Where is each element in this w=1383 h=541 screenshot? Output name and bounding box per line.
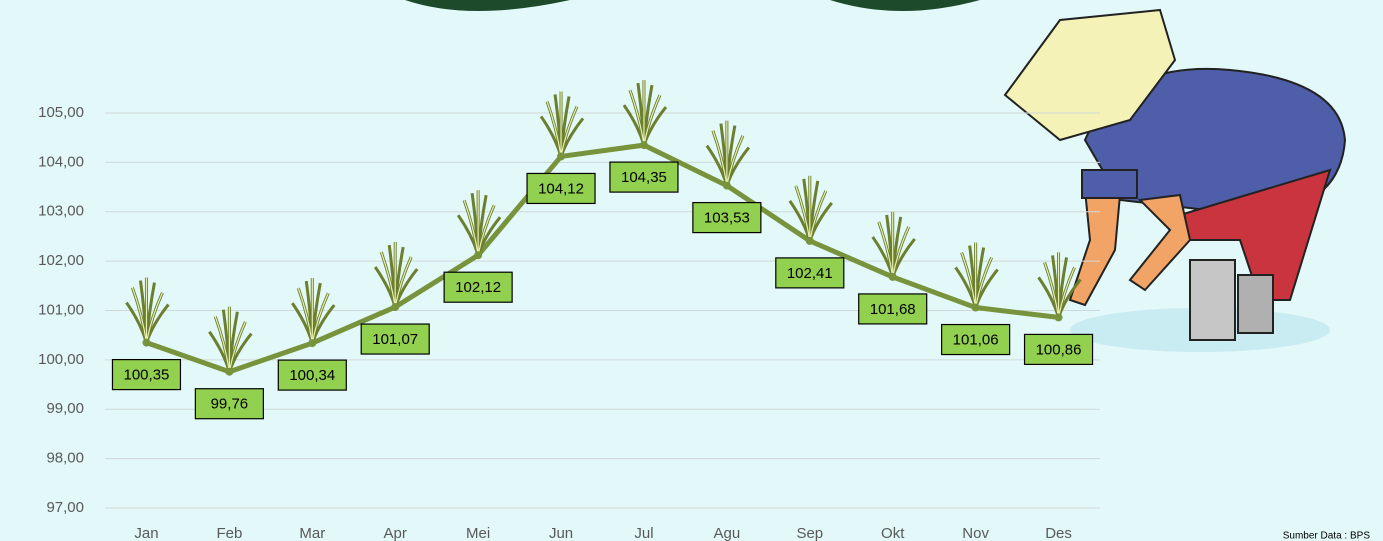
data-label: 100,34 (289, 367, 335, 384)
x-tick-label: Okt (881, 525, 905, 541)
rice-leaf (145, 292, 164, 343)
rice-leaf (961, 252, 977, 308)
data-point (225, 367, 234, 376)
rice-leaf (712, 130, 728, 186)
data-label: 100,86 (1036, 341, 1082, 358)
data-point (1054, 313, 1063, 322)
rice-leaf (214, 316, 230, 372)
data-label: 103,53 (704, 210, 750, 227)
farmer-illustration (1003, 8, 1347, 352)
data-point (805, 236, 814, 245)
rice-leaf (228, 321, 246, 372)
rice-plant (539, 91, 585, 157)
y-tick-label: 102,00 (38, 252, 84, 269)
rice-leaf (463, 199, 479, 256)
data-line (145, 142, 1059, 375)
rice-plant (456, 190, 502, 256)
rice-leaf (795, 185, 811, 241)
rice-leaf (297, 287, 313, 344)
rice-leaf (726, 135, 744, 186)
rice-leaf (1057, 267, 1076, 318)
x-tick-label: Jul (634, 525, 653, 541)
x-tick-label: Sep (796, 525, 823, 541)
data-label-box (609, 161, 679, 193)
data-point (308, 339, 317, 348)
x-tick-label: Nov (962, 525, 989, 541)
data-label-box (443, 271, 513, 303)
rice-leaf (477, 204, 495, 256)
data-label: 102,12 (455, 279, 501, 296)
data-point (474, 251, 483, 260)
rice-leaf (560, 106, 578, 157)
x-tick-label: Jan (134, 525, 158, 541)
data-label: 102,41 (787, 265, 833, 282)
data-label: 99,76 (211, 396, 249, 413)
source-note: Sumber Data : BPS (1283, 531, 1371, 541)
rice-leaf (975, 257, 993, 308)
rice-leaf (878, 221, 894, 278)
data-label: 100,35 (124, 367, 170, 384)
y-tick-label: 104,00 (38, 153, 84, 170)
rice-leaf (311, 292, 329, 344)
data-label-box (692, 201, 762, 234)
data-point (557, 152, 566, 161)
rice-plant (208, 306, 253, 373)
rice-leaf (380, 251, 396, 308)
x-tick-label: Mar (299, 525, 325, 541)
rice-plant (954, 242, 999, 309)
rice-leaf (643, 94, 661, 146)
x-tick-label: Agu (714, 525, 741, 541)
y-tick-label: 105,00 (38, 104, 84, 121)
rice-leaf (809, 190, 827, 241)
rice-plant (622, 80, 668, 146)
x-tick-label: Des (1045, 525, 1072, 541)
decor-shape (405, 0, 570, 11)
data-label-box (277, 359, 347, 391)
data-point (971, 303, 980, 312)
data-label-box (111, 358, 182, 391)
decor-shape (830, 0, 980, 11)
data-label: 104,35 (621, 169, 667, 186)
rice-leaf (892, 226, 910, 278)
data-label: 101,68 (870, 301, 916, 318)
y-tick-label: 98,00 (46, 450, 84, 467)
rice-leaf (131, 287, 148, 343)
y-tick-label: 100,00 (38, 351, 84, 368)
rice-leaf (629, 89, 645, 146)
data-point (142, 338, 151, 347)
data-label: 101,06 (953, 332, 999, 349)
data-point (722, 181, 731, 190)
rice-leaf (394, 256, 412, 308)
x-tick-label: Jun (549, 525, 573, 541)
data-label-box (526, 172, 596, 205)
y-tick-label: 97,00 (46, 499, 84, 516)
x-tick-label: Apr (384, 525, 407, 541)
y-tick-label: 103,00 (38, 203, 84, 220)
x-tick-label: Mei (466, 525, 490, 541)
data-point (391, 303, 400, 312)
rice-plant (871, 211, 916, 278)
rice-plant (705, 120, 751, 187)
data-label: 104,12 (538, 180, 584, 197)
data-label-box (194, 388, 264, 420)
data-point (888, 272, 897, 281)
data-label-box (1023, 333, 1094, 366)
y-tick-label: 101,00 (38, 301, 84, 318)
rice-plant (788, 175, 833, 242)
data-point (639, 141, 648, 150)
rice-leaf (1043, 262, 1060, 318)
data-label: 101,07 (372, 331, 418, 348)
data-label-box (775, 257, 845, 289)
data-label-box (360, 323, 430, 355)
data-label-box (941, 323, 1011, 356)
rice-leaf (546, 101, 562, 157)
y-tick-label: 99,00 (46, 400, 84, 417)
x-tick-label: Feb (216, 525, 242, 541)
data-label-box (858, 293, 928, 325)
